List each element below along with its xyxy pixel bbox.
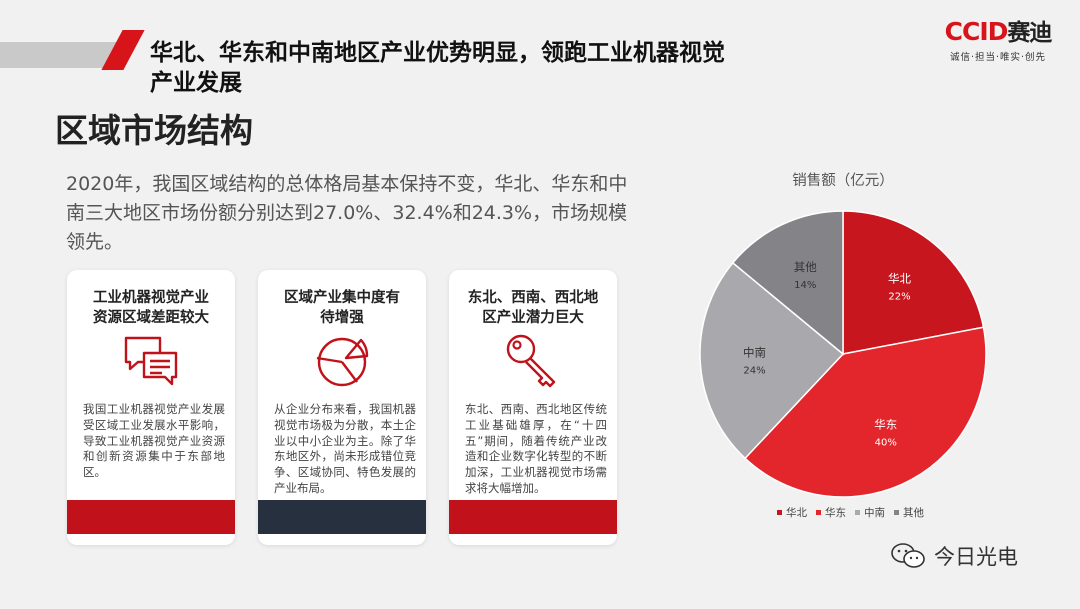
legend-label: 华东 bbox=[825, 506, 846, 519]
watermark: 今日光电 bbox=[890, 541, 1018, 571]
card-accent-bar bbox=[67, 500, 235, 534]
pie-slice-3 bbox=[699, 261, 845, 460]
slice-value-label: 22% bbox=[888, 292, 910, 303]
card-potential: 东北、西南、西北地区产业潜力巨大 东北、西南、西北地区传统工业基础雄厚，在“十四… bbox=[449, 270, 617, 545]
pie-slice-2 bbox=[744, 326, 987, 498]
card-title: 区域产业集中度有待增强 bbox=[284, 290, 400, 326]
chart-legend: 华北 华东 中南 其他 bbox=[777, 506, 924, 519]
legend-label: 中南 bbox=[864, 506, 885, 519]
card-concentration: 区域产业集中度有待增强 从企业分布来看，我国机器视觉市场极为分散，本土企业以中小… bbox=[258, 270, 426, 545]
intro-text: 2020年，我国区域结构的总体格局基本保持不变，华北、华东和中南三大地区市场份额… bbox=[66, 173, 628, 253]
card-resource-gap: 工业机器视觉产业资源区域差距较大 我国工业机器视觉产业发展受区域工业发展水平影响… bbox=[67, 270, 235, 545]
page-title: 华北、华东和中南地区产业优势明显，领跑工业机器视觉 产业发展 bbox=[150, 38, 870, 98]
logo-cn: 赛迪 bbox=[1007, 20, 1052, 46]
slice-value-label: 14% bbox=[794, 280, 816, 291]
card-accent-bar bbox=[258, 500, 426, 534]
card-title: 东北、西南、西北地区产业潜力巨大 bbox=[467, 290, 599, 326]
card-body: 我国工业机器视觉产业发展受区域工业发展水平影响，导致工业机器视觉产业资源和创新资… bbox=[83, 402, 225, 480]
page-title-line-2: 产业发展 bbox=[150, 70, 242, 96]
slice-category-label: 中南 bbox=[743, 346, 766, 360]
slice-category-label: 华东 bbox=[874, 418, 897, 432]
section-title: 区域市场结构 bbox=[55, 111, 253, 150]
legend-label: 华北 bbox=[786, 506, 807, 519]
key-icon bbox=[506, 334, 556, 388]
logo-slogan: 诚信·担当·唯实·创先 bbox=[949, 52, 1047, 63]
card-body: 从企业分布来看，我国机器视觉市场极为分散，本土企业以中小企业为主。除了华东地区外… bbox=[274, 402, 416, 495]
legend-swatch bbox=[855, 510, 860, 515]
pie-slice-1 bbox=[842, 210, 985, 355]
watermark-text: 今日光电 bbox=[934, 545, 1018, 569]
legend-swatch bbox=[816, 510, 821, 515]
slice-value-label: 40% bbox=[875, 438, 897, 449]
wechat-icon bbox=[891, 543, 925, 568]
pie-slices bbox=[699, 210, 987, 498]
card-title: 工业机器视觉产业资源区域差距较大 bbox=[93, 290, 209, 326]
pie-chart-icon bbox=[316, 337, 369, 387]
logo-latin: CCID bbox=[944, 17, 1009, 46]
ccid-logo: CCID赛迪 诚信·担当·唯实·创先 bbox=[932, 18, 1064, 64]
card-accent-bar bbox=[449, 500, 617, 534]
legend-label: 其他 bbox=[903, 506, 924, 519]
pie-slice-4 bbox=[731, 210, 844, 356]
slice-category-label: 其他 bbox=[794, 260, 817, 274]
slice-value-label: 24% bbox=[743, 366, 765, 377]
legend-swatch bbox=[777, 510, 782, 515]
decorative-grey-stripe bbox=[0, 42, 117, 68]
chart-title: 销售额（亿元） bbox=[792, 172, 894, 189]
pie-labels: 华北 22% 华东 40% 中南 24% 其他 14% bbox=[743, 260, 911, 449]
page-title-line-1: 华北、华东和中南地区产业优势明显，领跑工业机器视觉 bbox=[150, 40, 725, 66]
chat-bubbles-icon bbox=[124, 336, 178, 386]
logo-mark: CCID赛迪 bbox=[932, 18, 1064, 47]
card-body: 东北、西南、西北地区传统工业基础雄厚，在“十四五”期间，随着传统产业改造和企业数… bbox=[465, 402, 607, 495]
legend-swatch bbox=[894, 510, 899, 515]
slice-category-label: 华北 bbox=[888, 272, 911, 286]
